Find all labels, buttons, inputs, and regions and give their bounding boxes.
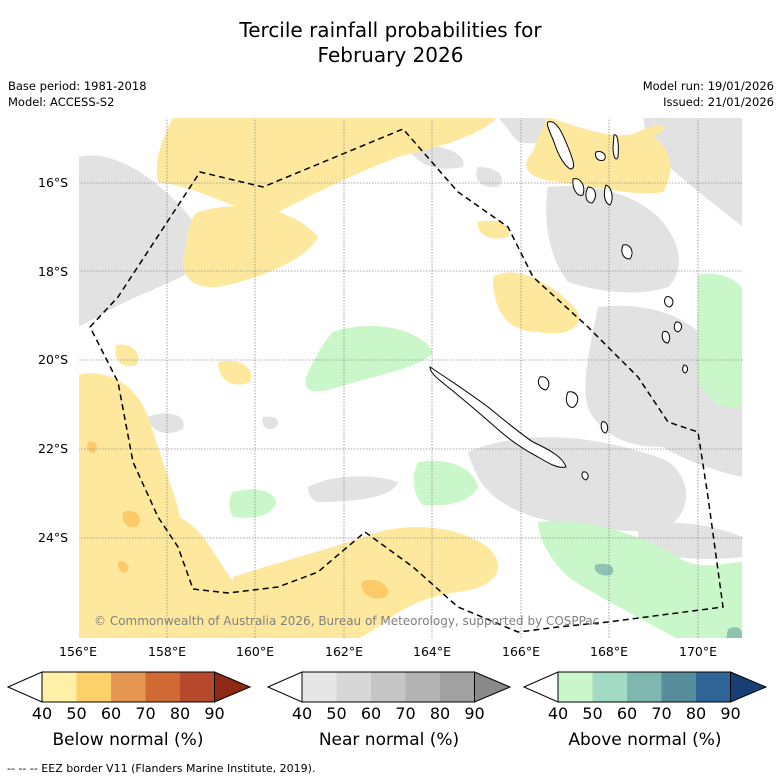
legend-above-tick-60: 60 (616, 704, 638, 723)
legend-below-swatch (42, 672, 77, 702)
legend-above-tick-50: 50 (582, 704, 603, 723)
legend-below-tick-50: 50 (66, 704, 87, 723)
lon-label-156e: 156°E (58, 644, 98, 659)
legend-below-title: Below normal (%) (52, 730, 204, 750)
eez-border (89, 128, 724, 633)
copyright-notice: © Commonwealth of Australia 2026, Bureau… (94, 614, 600, 628)
issued-date: Issued: 21/01/2026 (663, 95, 774, 109)
legend-below-tick-70: 70 (135, 704, 156, 723)
lon-label-166e: 166°E (501, 644, 541, 659)
model-name: Model: ACCESS-S2 (8, 95, 115, 109)
map-title-line1: Tercile rainfall probabilities for (239, 18, 542, 42)
below-normal-mid-patches (87, 441, 388, 599)
legend-near-tick-40: 40 (291, 704, 313, 723)
legend-near-swatch (302, 672, 337, 702)
legend-near-tick-80: 80 (429, 704, 451, 723)
lat-label-24s: 24°S (38, 530, 69, 545)
legend-above-tick-40: 40 (547, 704, 569, 723)
map-title: Tercile rainfall probabilities for Febru… (0, 18, 781, 68)
legend-above-swatch (592, 672, 627, 702)
lon-label-168e: 168°E (589, 644, 629, 659)
legend-above-swatch (558, 672, 593, 702)
lat-label-22s: 22°S (38, 441, 69, 456)
legend-above-tick-90: 90 (720, 704, 741, 723)
lat-label-16s: 16°S (38, 175, 69, 190)
map-area (78, 117, 743, 639)
legend-above-swatch (696, 672, 731, 702)
lon-label-160e: 160°E (235, 644, 275, 659)
lat-label-20s: 20°S (38, 352, 69, 367)
legend-below-swatch (111, 672, 146, 702)
map-title-line2: February 2026 (317, 43, 464, 67)
map-svg (78, 117, 743, 639)
legend-near-normal (266, 671, 512, 703)
legend-above-normal (522, 671, 768, 703)
legend-near-tick-70: 70 (395, 704, 416, 723)
legend-above-tick-80: 80 (685, 704, 707, 723)
legend-above-tick-70: 70 (651, 704, 672, 723)
legend-below-tick-60: 60 (100, 704, 122, 723)
legend-above-swatch (661, 672, 696, 702)
legend-below-swatch (145, 672, 180, 702)
legend-above-swatch (627, 672, 662, 702)
legend-below-normal (6, 671, 252, 703)
lon-label-158e: 158°E (147, 644, 187, 659)
meta-left: Base period: 1981-2018 Model: ACCESS-S2 (8, 78, 147, 110)
graticule (78, 117, 743, 639)
legend-below-swatch (180, 672, 215, 702)
lon-label-162e: 162°E (324, 644, 364, 659)
legend-below-swatch (76, 672, 111, 702)
legend-below-tick-90: 90 (204, 704, 225, 723)
lon-label-170e: 170°E (678, 644, 718, 659)
above-normal-regions (229, 273, 743, 639)
lat-label-18s: 18°S (38, 264, 69, 279)
legend-near-title: Near normal (%) (318, 730, 460, 750)
legend-below-tick-80: 80 (169, 704, 191, 723)
model-run: Model run: 19/01/2026 (642, 79, 774, 93)
legend-near-swatch (405, 672, 440, 702)
lon-label-164e: 164°E (412, 644, 452, 659)
coastlines (429, 121, 688, 481)
legend-near-swatch (336, 672, 371, 702)
legend-above-title: Above normal (%) (568, 730, 722, 750)
legend-near-tick-60: 60 (360, 704, 382, 723)
legend-near-swatch (440, 672, 475, 702)
above-normal-mid-patches (594, 563, 743, 639)
legend-near-tick-90: 90 (464, 704, 485, 723)
meta-right: Model run: 19/01/2026 Issued: 21/01/2026 (643, 78, 774, 110)
base-period: Base period: 1981-2018 (8, 79, 147, 93)
eez-footer-note: -- -- -- EEZ border V11 (Flanders Marine… (7, 762, 316, 775)
legend-near-tick-50: 50 (326, 704, 347, 723)
legend-below-tick-40: 40 (31, 704, 53, 723)
legend-near-swatch (371, 672, 406, 702)
